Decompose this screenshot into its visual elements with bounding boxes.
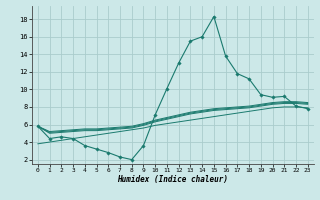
X-axis label: Humidex (Indice chaleur): Humidex (Indice chaleur) bbox=[117, 175, 228, 184]
